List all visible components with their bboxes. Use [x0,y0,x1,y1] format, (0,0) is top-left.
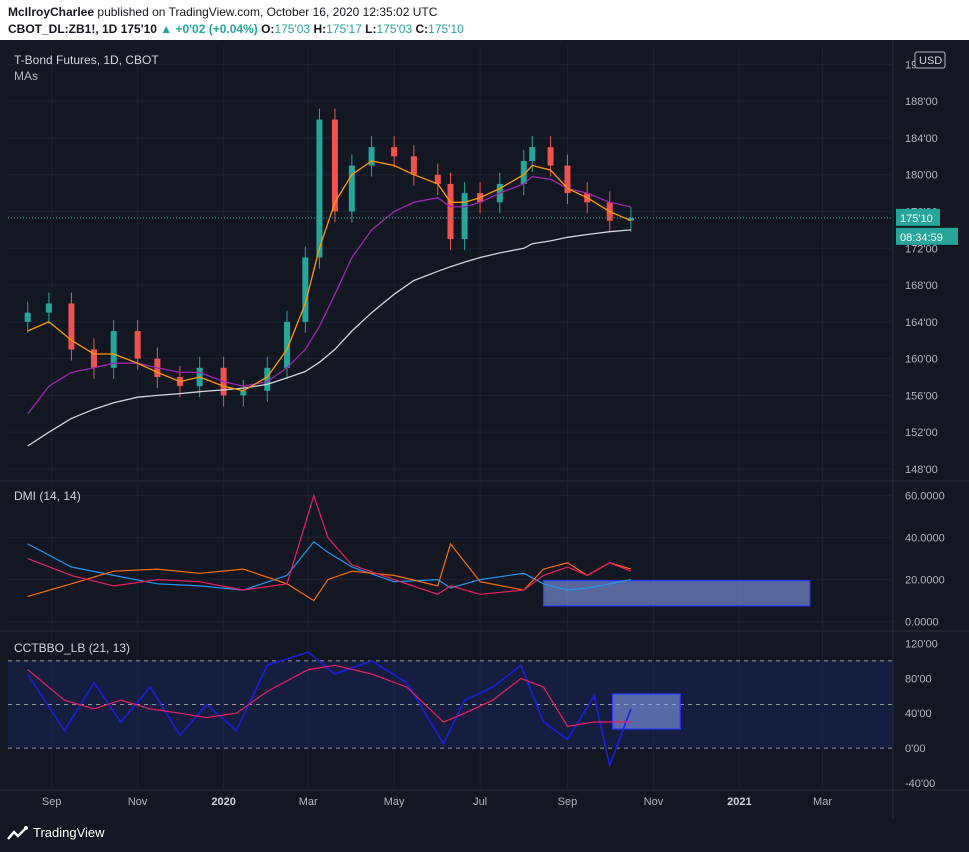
tradingview-logo-icon[interactable] [6,826,30,842]
countdown-label: 08:34:59 [900,232,943,244]
price-pane-title: T-Bond Futures, 1D, CBOT [14,53,159,67]
candle-body [447,183,454,240]
oscillator-pane-title: CCTBBO_LB (21, 13) [14,641,130,655]
candle-body [529,147,536,161]
y-tick-label: 156'00 [905,390,938,402]
candle-body [90,349,97,368]
oscillator-signal-line [27,664,631,727]
candle-body [134,331,141,359]
candle-body [68,303,75,350]
candle-body [564,165,571,194]
ma-slow-line [27,229,631,447]
close-label: C: [415,22,429,36]
y-tick-label: 20.0000 [905,575,945,587]
price-pane [8,108,893,447]
y-tick-label: -40'00 [905,778,935,790]
candle-body [110,331,117,368]
candle-body [434,174,441,184]
currency-label: USD [919,55,942,67]
y-tick-label: 152'00 [905,427,938,439]
candle-body [348,165,355,212]
pane-labels: T-Bond Futures, 1D, CBOT MAs DMI (14, 14) C… [14,53,159,655]
x-tick-label: May [384,796,405,808]
y-tick-label: 188'00 [905,96,938,108]
oscillator-highlight-box [611,693,681,730]
y-tick-label: 80'00 [905,673,932,685]
dmi-plus-line [27,540,632,591]
candle-body [391,147,398,157]
last-price-label: 175'10 [900,213,933,225]
candle-body [331,119,338,212]
y-tick-label: 40'00 [905,708,932,720]
candle-body [520,160,527,184]
candle-body [547,147,554,166]
candle-body [410,156,417,175]
y-tick-label: 0'00 [905,743,925,755]
adx-line [27,493,632,595]
candle-body [240,390,247,396]
high-value: 175'17 [326,22,362,36]
y-tick-label: 164'00 [905,317,938,329]
y-tick-label: 40.0000 [905,533,945,545]
x-tick-label: Jul [473,796,487,808]
y-tick-label: 148'00 [905,464,938,476]
candle-body [264,367,271,391]
candle-body [627,217,634,221]
y-tick-label: 172'00 [905,243,938,255]
currency-box [914,51,946,69]
open-value: 175'03 [274,22,311,36]
x-tick-label: 2021 [727,796,751,808]
candle-body [284,321,291,368]
low-value: 175'03 [376,22,413,36]
candle-body [461,193,468,240]
x-tick-label: Sep [42,796,62,808]
price-change: +0'02 (+0.04%) [175,22,258,36]
y-tick-label: 168'00 [905,280,938,292]
candle-body [368,147,375,166]
ma-fast-line [27,160,632,392]
y-tick-label: 180'00 [905,170,938,182]
y-tick-label: 60.0000 [905,491,945,503]
high-label: H: [313,22,327,36]
candle-body [302,257,309,322]
x-tick-label: Mar [813,796,832,808]
x-tick-label: Sep [558,796,578,808]
x-tick-label: Mar [299,796,318,808]
countdown-marker [896,227,958,245]
last-price-marker [896,208,940,226]
y-tick-label: 0.0000 [905,617,939,629]
y-tick-label: 184'00 [905,133,938,145]
dmi-pane-title: DMI (14, 14) [14,489,81,503]
candle-body [316,119,323,258]
dmi-pane [27,493,811,607]
candle-body [45,303,52,313]
x-tick-label: 2020 [211,796,235,808]
x-tick-label: Nov [644,796,664,808]
author-name[interactable]: McIlroyCharlee [8,5,95,19]
tradingview-brand[interactable]: TradingView [33,825,105,840]
ma-mid-line [27,175,632,415]
dmi-highlight-box [542,580,811,607]
footer-bar [0,818,969,852]
open-label: O: [261,22,275,36]
low-label: L: [365,22,377,36]
y-tick-label: 120'00 [905,638,938,650]
publish-info: McIlroyCharlee published on TradingView.… [8,5,437,19]
y-tick-label: 160'00 [905,354,938,366]
candle-body [24,312,31,322]
last-price: 175'10 [120,22,157,36]
published-text: published on TradingView.com, October 16… [97,5,438,19]
ma-indicator-label: MAs [14,69,38,83]
dmi-minus-line [27,542,632,602]
up-arrow-icon: ▲ [160,22,173,36]
symbol-info: CBOT_DL:ZB1!, 1D 175'10 ▲ +0'02 (+0.04%)… [8,22,464,36]
axes: SepNov2020MarMayJulSepNov2021Mar192'0018… [42,51,958,808]
close-value: 175'10 [428,22,464,36]
symbol-label: CBOT_DL:ZB1!, 1D [8,22,118,36]
oscillator-pane [8,651,893,769]
header-bar: McIlroyCharlee published on TradingView.… [0,0,969,40]
x-tick-label: Nov [128,796,148,808]
